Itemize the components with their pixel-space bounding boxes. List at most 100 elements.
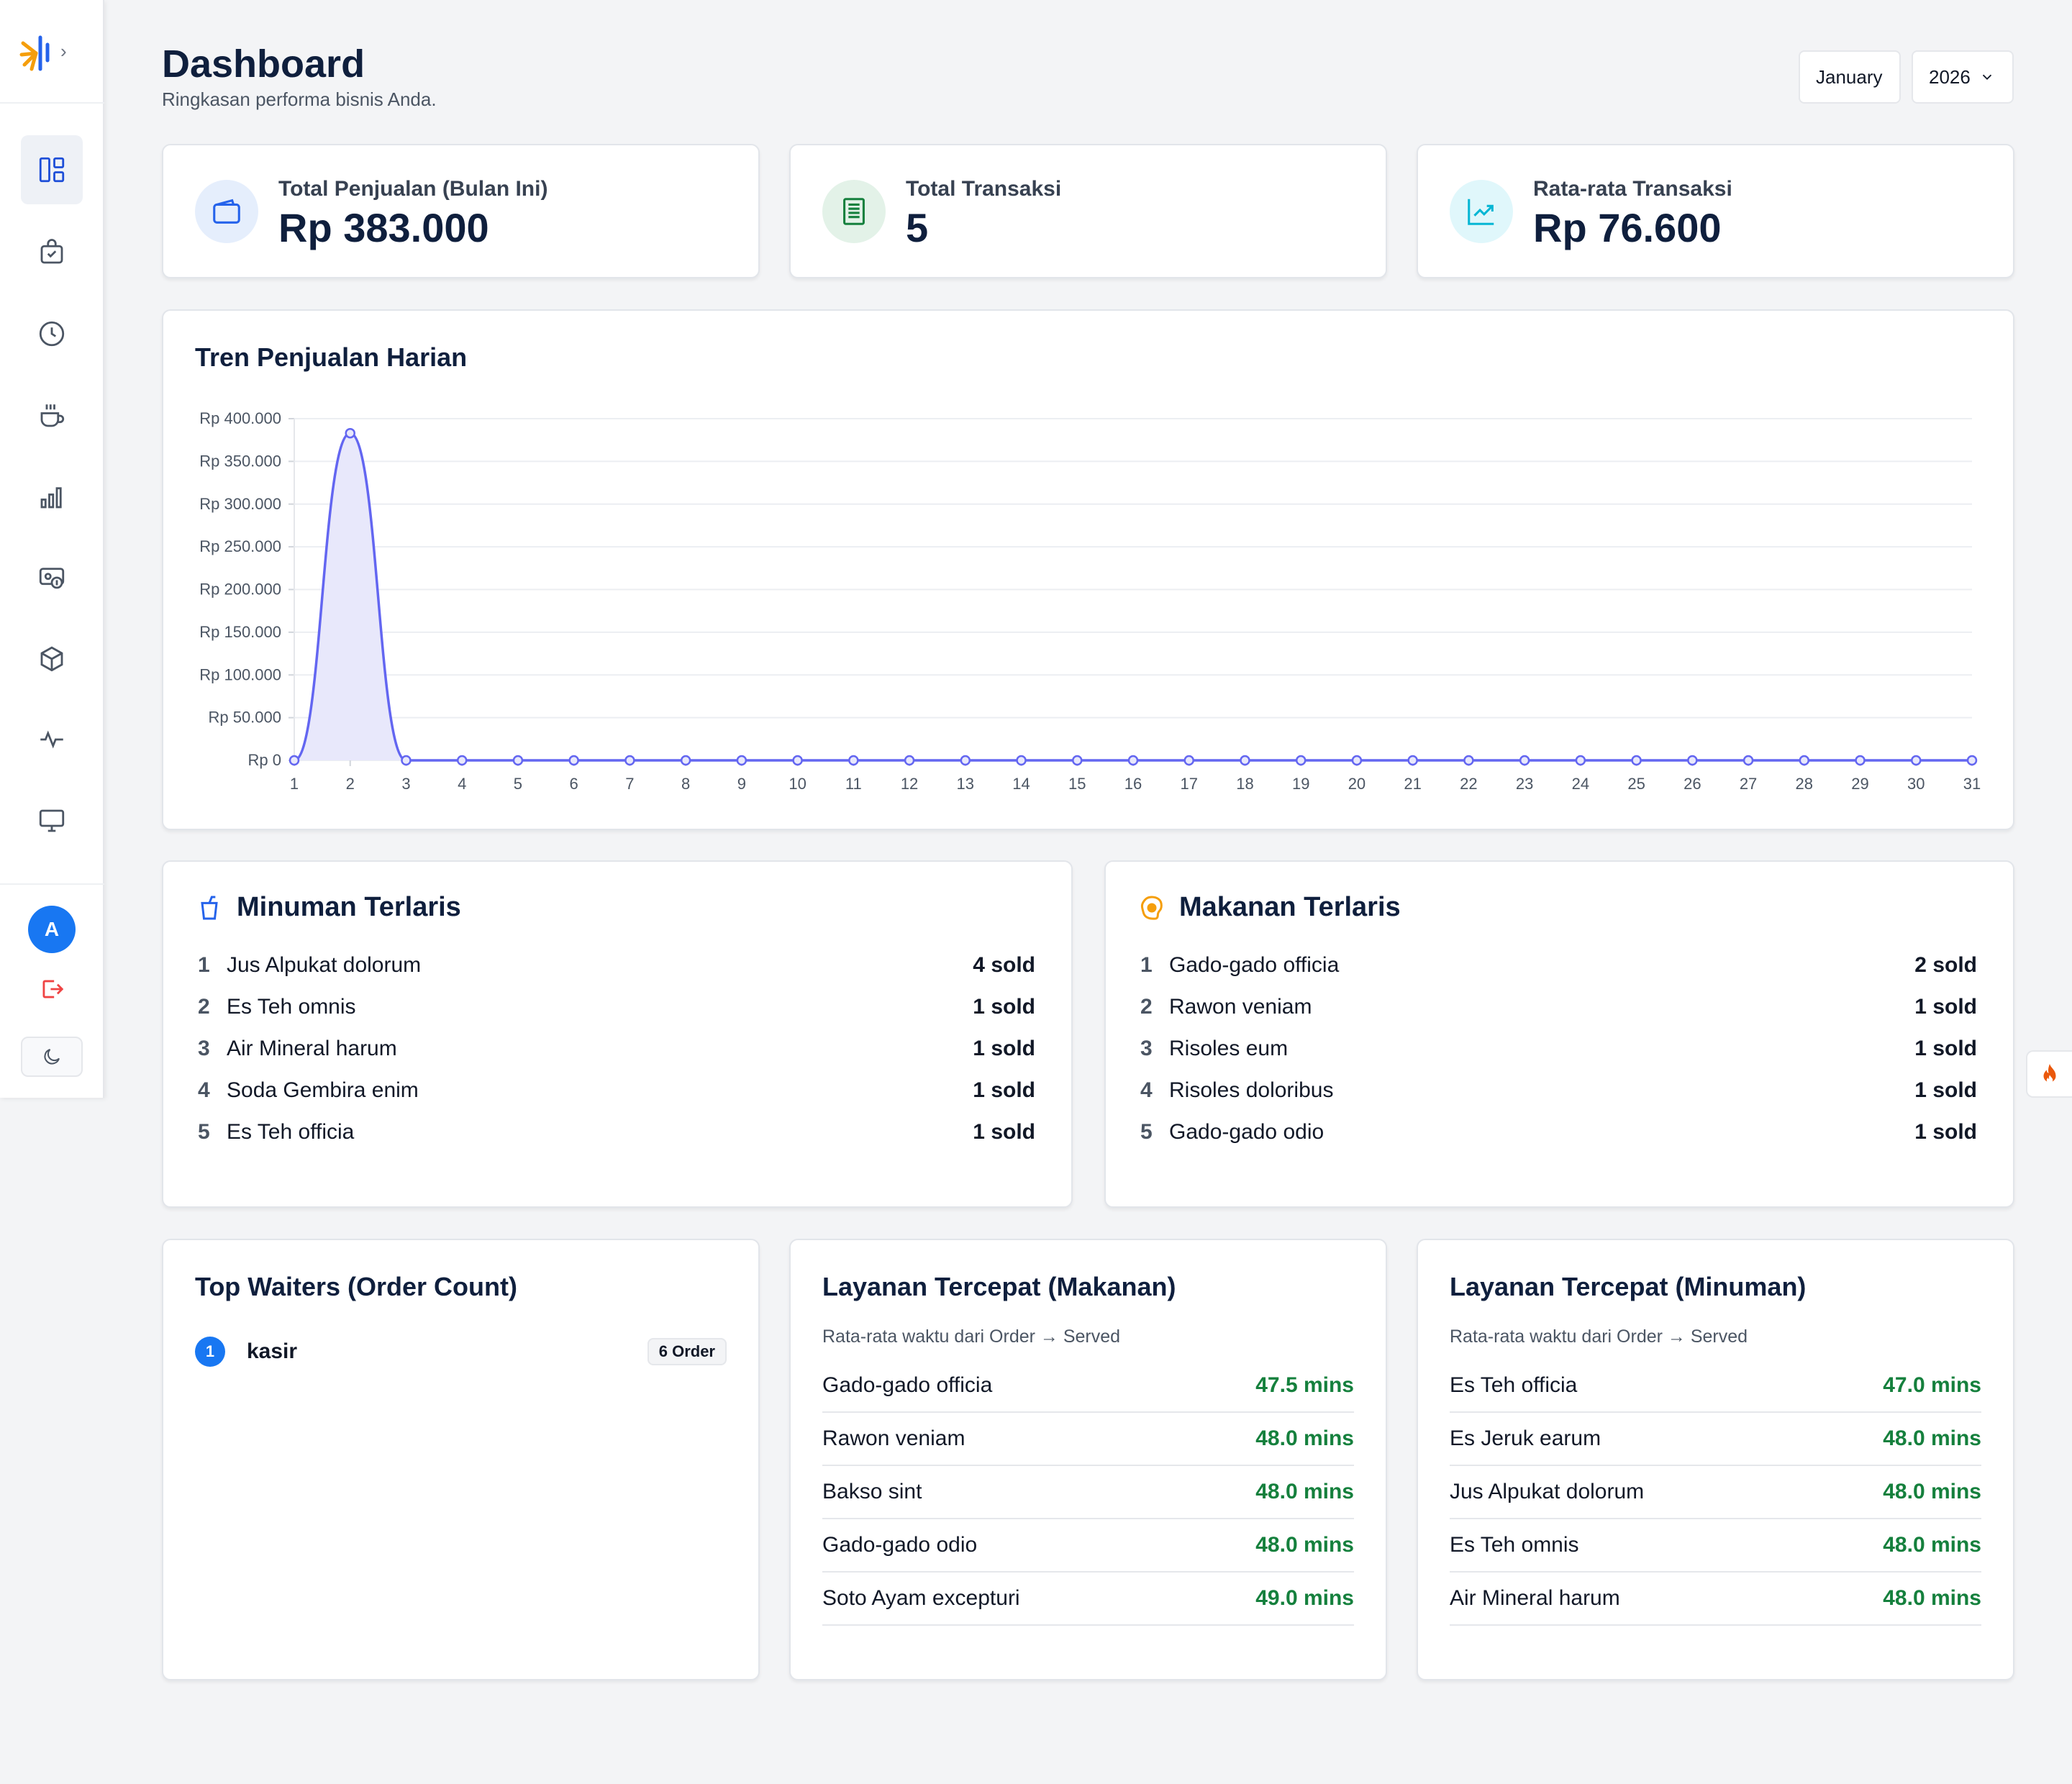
data-point bbox=[680, 755, 691, 766]
best-foods-title: Makanan Terlaris bbox=[1179, 892, 1401, 922]
logout-icon[interactable] bbox=[38, 975, 65, 1003]
list-item: 2 Rawon veniam 1 sold bbox=[1140, 993, 1977, 1021]
service-time: 47.0 mins bbox=[1883, 1373, 1981, 1397]
x-tick-label: 18 bbox=[1236, 775, 1253, 793]
service-time: 48.0 mins bbox=[1883, 1426, 1981, 1450]
brand-logo[interactable] bbox=[19, 32, 62, 75]
item-name: Es Teh officia bbox=[227, 1120, 355, 1144]
money-icon bbox=[39, 568, 65, 589]
y-tick-label: Rp 200.000 bbox=[199, 581, 281, 599]
data-point bbox=[1742, 755, 1754, 766]
sidebar-item-display[interactable] bbox=[21, 786, 83, 855]
data-point bbox=[288, 755, 300, 766]
table-row: Gado-gado odio 48.0 mins bbox=[822, 1519, 1354, 1573]
chart-title: Tren Penjualan Harian bbox=[195, 342, 468, 372]
data-point bbox=[1183, 755, 1194, 766]
x-tick-label: 10 bbox=[789, 775, 806, 793]
service-time: 48.0 mins bbox=[1883, 1586, 1981, 1610]
sold-count: 2 sold bbox=[1914, 953, 1977, 977]
list-item: 3 Risoles eum 1 sold bbox=[1140, 1034, 1977, 1063]
sidebar-item-activity[interactable] bbox=[21, 705, 83, 774]
receipt-icon bbox=[822, 180, 886, 243]
item-name: Es Teh officia bbox=[1450, 1373, 1578, 1397]
x-tick-label: 7 bbox=[625, 775, 634, 793]
sidebar-expand-chevron-icon[interactable]: › bbox=[60, 40, 67, 62]
item-name: Soto Ayam excepturi bbox=[822, 1586, 1020, 1610]
rank-number: 5 bbox=[198, 1120, 210, 1144]
y-tick-label: Rp 250.000 bbox=[199, 537, 281, 555]
item-name: Rawon veniam bbox=[1169, 995, 1312, 1019]
data-point bbox=[1519, 755, 1530, 766]
rank-number: 1 bbox=[1140, 953, 1153, 977]
rank-number: 2 bbox=[1140, 995, 1153, 1019]
service-time: 48.0 mins bbox=[1255, 1426, 1354, 1450]
x-tick-label: 25 bbox=[1627, 775, 1645, 793]
list-item: 4 Risoles doloribus 1 sold bbox=[1140, 1076, 1977, 1105]
sidebar-item-reports[interactable] bbox=[21, 463, 83, 532]
stat-value: 5 bbox=[906, 205, 929, 250]
wallet-icon bbox=[195, 180, 258, 243]
user-avatar[interactable]: A bbox=[28, 906, 76, 953]
stat-value: Rp 76.600 bbox=[1533, 205, 1722, 250]
data-point bbox=[1407, 755, 1418, 766]
item-name: Gado-gado odio bbox=[822, 1533, 978, 1557]
year-select-value: 2026 bbox=[1929, 65, 1971, 88]
chevron-down-icon bbox=[1982, 74, 1991, 81]
x-tick-label: 2 bbox=[346, 775, 355, 793]
list-item: 2 Es Teh omnis 1 sold bbox=[198, 993, 1035, 1021]
x-tick-label: 22 bbox=[1460, 775, 1477, 793]
month-select[interactable]: January bbox=[1799, 50, 1901, 104]
sold-count: 1 sold bbox=[973, 1120, 1035, 1144]
data-point bbox=[1855, 755, 1866, 766]
theme-toggle-button[interactable] bbox=[21, 1037, 83, 1077]
sidebar-item-dashboard[interactable] bbox=[21, 135, 83, 204]
sidebar-item-finance[interactable] bbox=[21, 543, 83, 612]
stat-label: Total Penjualan (Bulan Ini) bbox=[278, 177, 548, 201]
table-row: Bakso sint 48.0 mins bbox=[822, 1466, 1354, 1519]
waiter-rank-badge: 1 bbox=[195, 1337, 225, 1367]
data-point bbox=[736, 755, 748, 766]
service-time: 49.0 mins bbox=[1255, 1586, 1354, 1610]
x-tick-label: 27 bbox=[1740, 775, 1757, 793]
sidebar-divider bbox=[0, 102, 104, 104]
rank-number: 4 bbox=[198, 1078, 210, 1102]
item-name: Air Mineral harum bbox=[227, 1037, 397, 1060]
table-row: Air Mineral harum 48.0 mins bbox=[1450, 1573, 1981, 1626]
x-tick-label: 1 bbox=[290, 775, 299, 793]
y-tick-label: Rp 400.000 bbox=[199, 409, 281, 427]
fire-icon bbox=[2043, 1063, 2056, 1083]
activity-icon bbox=[40, 730, 63, 749]
item-name: Gado-gado odio bbox=[1169, 1120, 1324, 1144]
data-point bbox=[1072, 755, 1083, 766]
sidebar-item-orders[interactable] bbox=[21, 218, 83, 287]
service-time: 48.0 mins bbox=[1883, 1533, 1981, 1557]
item-name: Jus Alpukat dolorum bbox=[227, 953, 422, 977]
x-tick-label: 20 bbox=[1348, 775, 1366, 793]
moon-icon bbox=[44, 1049, 60, 1065]
y-tick-label: Rp 350.000 bbox=[199, 452, 281, 470]
x-tick-label: 26 bbox=[1684, 775, 1701, 793]
data-point bbox=[1127, 755, 1139, 766]
data-point bbox=[848, 755, 859, 766]
sidebar-item-menu[interactable] bbox=[21, 381, 83, 450]
item-name: Es Teh omnis bbox=[1450, 1533, 1579, 1557]
rank-number: 3 bbox=[1140, 1037, 1153, 1060]
year-select[interactable]: 2026 bbox=[1912, 50, 2014, 104]
item-name: Risoles eum bbox=[1169, 1037, 1289, 1060]
list-item: 5 Gado-gado odio 1 sold bbox=[1140, 1118, 1977, 1147]
sidebar-item-history[interactable] bbox=[21, 299, 83, 368]
y-tick-label: Rp 100.000 bbox=[199, 665, 281, 683]
fastest-drink-subtitle: Rata-rata waktu dari Order → Served bbox=[1450, 1326, 1748, 1347]
fire-button[interactable] bbox=[2026, 1050, 2072, 1098]
monitor-icon bbox=[39, 809, 65, 832]
x-tick-label: 12 bbox=[901, 775, 918, 793]
data-point bbox=[1463, 755, 1474, 766]
sidebar-item-inventory[interactable] bbox=[21, 624, 83, 693]
x-tick-label: 17 bbox=[1180, 775, 1197, 793]
sold-count: 1 sold bbox=[1914, 1120, 1977, 1144]
x-tick-label: 14 bbox=[1012, 775, 1030, 793]
order-count-badge: 6 Order bbox=[647, 1338, 727, 1365]
item-name: Es Jeruk earum bbox=[1450, 1426, 1601, 1450]
x-tick-label: 29 bbox=[1851, 775, 1868, 793]
sidebar-divider bbox=[0, 883, 104, 885]
